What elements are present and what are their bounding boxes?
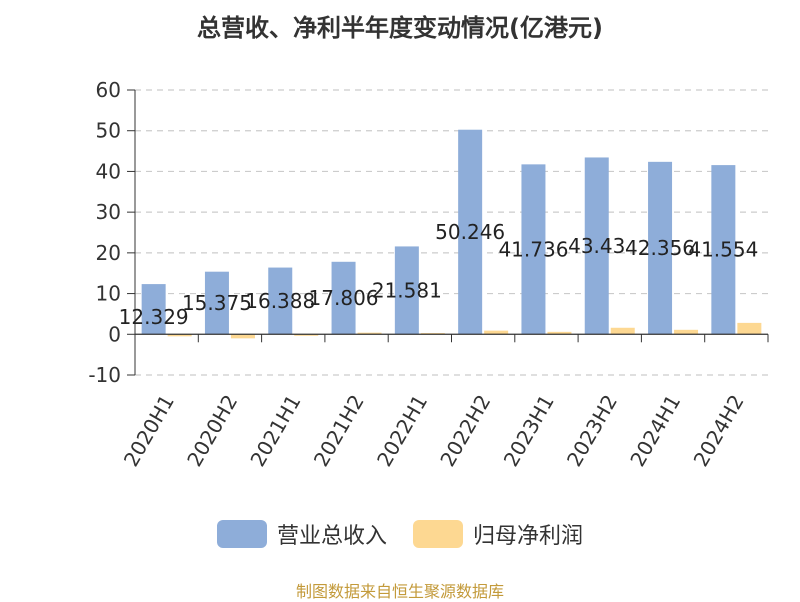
legend-item-net-profit[interactable]: 归母净利润 [413, 518, 583, 550]
bar-revenue[interactable] [711, 165, 736, 335]
bar-revenue[interactable] [521, 164, 546, 335]
chart-title: 总营收、净利半年度变动情况(亿港元) [197, 14, 603, 42]
y-tick-label: 10 [96, 282, 121, 306]
data-label: 41.736 [498, 237, 568, 261]
legend-swatch-revenue [216, 520, 267, 548]
bar-chart: 60 50 40 30 20 10 0 -10 12.32915.37516.38817.806… [88, 78, 769, 471]
data-label: 15.375 [182, 291, 252, 315]
data-label: 21.581 [372, 278, 442, 302]
legend-label-revenue: 营业总收入 [276, 524, 387, 549]
y-tick-label: 50 [96, 119, 121, 143]
bar-revenue[interactable] [584, 157, 609, 335]
data-label: 50.246 [435, 220, 505, 244]
y-tick-label: 20 [96, 241, 121, 265]
data-label: 42.356 [625, 236, 695, 260]
y-tick-label: 0 [108, 322, 121, 346]
bar-revenue[interactable] [648, 161, 673, 335]
x-tick-label: 2024H2 [689, 391, 749, 471]
legend-swatch-net-profit [413, 520, 463, 548]
legend-item-revenue[interactable]: 营业总收入 [216, 518, 387, 550]
data-label: 17.806 [309, 286, 379, 310]
bar-net-profit[interactable] [610, 327, 635, 335]
x-tick-label: 2022H1 [372, 391, 432, 471]
x-tick-label: 2022H2 [435, 391, 495, 471]
x-tick-label: 2021H1 [245, 391, 305, 471]
y-tick-label: 60 [96, 78, 121, 102]
y-tick-label: -10 [88, 363, 121, 387]
x-tick-label: 2023H2 [562, 391, 622, 471]
bar-net-profit[interactable] [167, 334, 192, 337]
legend-label-net-profit: 归母净利润 [473, 524, 584, 549]
x-tick-label: 2020H1 [119, 391, 179, 471]
x-tick-label: 2023H1 [499, 391, 559, 471]
bar-net-profit[interactable] [737, 322, 762, 335]
bar-net-profit[interactable] [484, 330, 509, 335]
y-tick-label: 30 [96, 200, 121, 224]
y-tick-label: 40 [96, 159, 121, 183]
bar-net-profit[interactable] [230, 334, 255, 339]
bar-net-profit[interactable] [294, 334, 319, 336]
data-label: 43.43 [568, 234, 625, 258]
data-label: 41.554 [688, 238, 758, 262]
source-note: 制图数据来自恒生聚源数据库 [295, 582, 504, 601]
bar-net-profit[interactable] [357, 332, 382, 335]
bar-revenue[interactable] [394, 246, 419, 335]
bar-revenue[interactable] [331, 261, 356, 335]
x-tick-label: 2024H1 [625, 391, 685, 471]
bar-revenue[interactable] [458, 129, 483, 335]
x-tick-label: 2021H2 [309, 391, 369, 471]
data-label: 16.388 [245, 289, 315, 313]
bar-revenue[interactable] [141, 284, 166, 335]
bar-revenue[interactable] [268, 267, 293, 335]
x-tick-label: 2020H2 [182, 391, 242, 471]
bar-revenue[interactable] [204, 271, 229, 335]
bar-net-profit[interactable] [674, 329, 699, 335]
data-label: 12.329 [119, 305, 189, 329]
bar-net-profit[interactable] [547, 331, 572, 335]
legend: 营业总收入 归母净利润 [0, 518, 800, 550]
